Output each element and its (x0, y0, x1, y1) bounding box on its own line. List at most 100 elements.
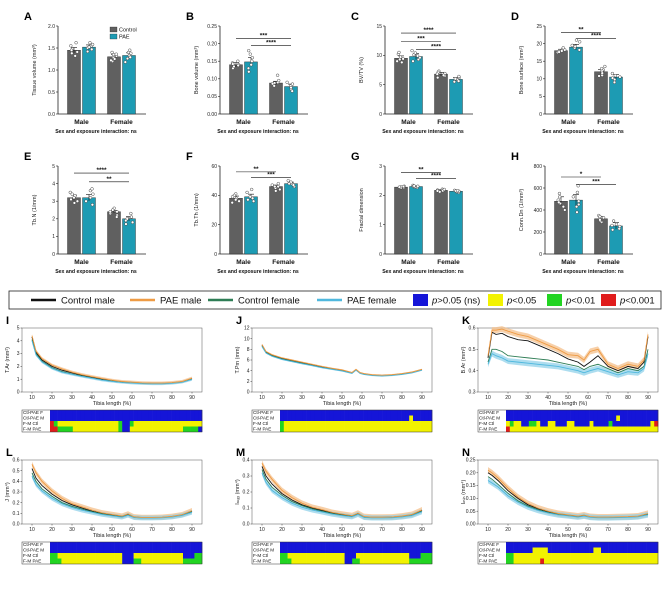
heatmap-cell (57, 415, 62, 421)
x-tick-label: 60 (129, 527, 135, 533)
heatmap-cell (126, 410, 131, 416)
heatmap-cell (517, 542, 522, 548)
heatmap-cell (186, 558, 191, 564)
heatmap-cell (386, 421, 391, 427)
heatmap-cell (620, 542, 625, 548)
heatmap-cell (623, 558, 628, 564)
category-label: Male (561, 259, 576, 266)
heatmap-cell (57, 542, 62, 548)
y-tick-label: 0.25 (207, 24, 217, 30)
bar-panels: A 0.0 0.5 1.0 1.5 2.0 Tissue volume (mm³) Male F… (24, 11, 633, 275)
heatmap-cell (528, 426, 533, 432)
heatmap-cell (646, 415, 651, 421)
x-tick-label: 90 (419, 527, 425, 533)
heatmap-cell (95, 553, 100, 559)
heatmap-cell (601, 547, 606, 553)
x-tick-label: 70 (379, 527, 385, 533)
data-point (289, 85, 293, 90)
heatmap-cell (604, 553, 609, 559)
y-tick-label: 1 (379, 222, 382, 228)
heatmap-row-label: Ctl-PAE F (479, 410, 499, 415)
data-point (250, 196, 255, 200)
heatmap-cell (597, 421, 602, 427)
heatmap-cell (356, 410, 361, 416)
heatmap-cell (612, 542, 617, 548)
y-axis-label: T.Ar (mm²) (5, 347, 11, 373)
heatmap-cell (57, 547, 62, 553)
heatmap-cell (566, 553, 571, 559)
heatmap-cell (642, 410, 647, 416)
heatmap-cell (371, 410, 376, 416)
heatmap-cell (540, 410, 545, 416)
heatmap-cell (639, 426, 644, 432)
heatmap-cell (126, 547, 131, 553)
heatmap-cell (80, 421, 85, 427)
heatmap-cell (306, 415, 311, 421)
heatmap-cell (145, 426, 150, 432)
y-tick-label: 0.15 (207, 59, 217, 65)
heatmap-cell (517, 547, 522, 553)
heatmap-cell (95, 547, 100, 553)
heatmap-cell (91, 553, 96, 559)
heatmap-cell (175, 558, 180, 564)
data-point (418, 56, 422, 60)
y-axis-label: T.Pm (mm) (235, 346, 241, 373)
heatmap-cell (544, 547, 549, 553)
data-point (69, 197, 73, 202)
heatmap-cell (409, 553, 414, 559)
x-axis-label: Tibia length (%) (549, 533, 587, 539)
heatmap-cell (517, 410, 522, 416)
heatmap-cell (183, 547, 188, 553)
heatmap-cell (99, 558, 104, 564)
heatmap-cell (401, 421, 406, 427)
heatmap-cell (386, 410, 391, 416)
heatmap-cell (420, 415, 425, 421)
data-point (74, 41, 78, 45)
heatmap-cell (532, 426, 537, 432)
heatmap-cell (318, 547, 323, 553)
heatmap-cell (160, 410, 165, 416)
heatmap-cell (536, 421, 541, 427)
heatmap-cell (551, 410, 556, 416)
legend-label-pae-female: PAE female (347, 296, 396, 307)
heatmap-cell (61, 415, 66, 421)
x-tick-label: 10 (485, 527, 491, 533)
heatmap-cell (375, 426, 380, 432)
heatmap-cell (532, 558, 537, 564)
heatmap-cell (375, 547, 380, 553)
heatmap-cell (405, 547, 410, 553)
heatmap-cell (623, 542, 628, 548)
heatmap-cell (604, 426, 609, 432)
heatmap-cell (608, 415, 613, 421)
heatmap-row-label: Ctl-PAE F (253, 542, 273, 547)
heatmap-cell (570, 547, 575, 553)
data-point (611, 219, 616, 223)
heatmap-cell (152, 421, 157, 427)
heatmap-cell (122, 426, 127, 432)
y-tick-label: 25 (536, 24, 542, 30)
heatmap-cell (525, 547, 530, 553)
heatmap-cell (555, 410, 560, 416)
heatmap-cell (186, 421, 191, 427)
heatmap-cell (291, 553, 296, 559)
line-pae-male (261, 344, 423, 376)
y-tick-label: 0.4 (469, 368, 476, 374)
data-point (397, 185, 401, 189)
heatmap-cell (582, 542, 587, 548)
y-tick-label: 0.20 (466, 470, 476, 476)
data-point (557, 50, 561, 54)
bar-control-male (229, 64, 243, 115)
heatmap-cell (620, 426, 625, 432)
heatmap-cell (141, 410, 146, 416)
x-tick-label: 50 (339, 395, 345, 401)
x-tick-label: 40 (89, 395, 95, 401)
heatmap-cell (167, 415, 172, 421)
heatmap-cell (126, 558, 131, 564)
heatmap-cell (337, 553, 342, 559)
heatmap-cell (604, 415, 609, 421)
heatmap-cell (608, 542, 613, 548)
bar-pae-male (569, 46, 583, 115)
data-point (610, 71, 615, 76)
heatmap-cell (409, 558, 414, 564)
heatmap-cell (375, 553, 380, 559)
